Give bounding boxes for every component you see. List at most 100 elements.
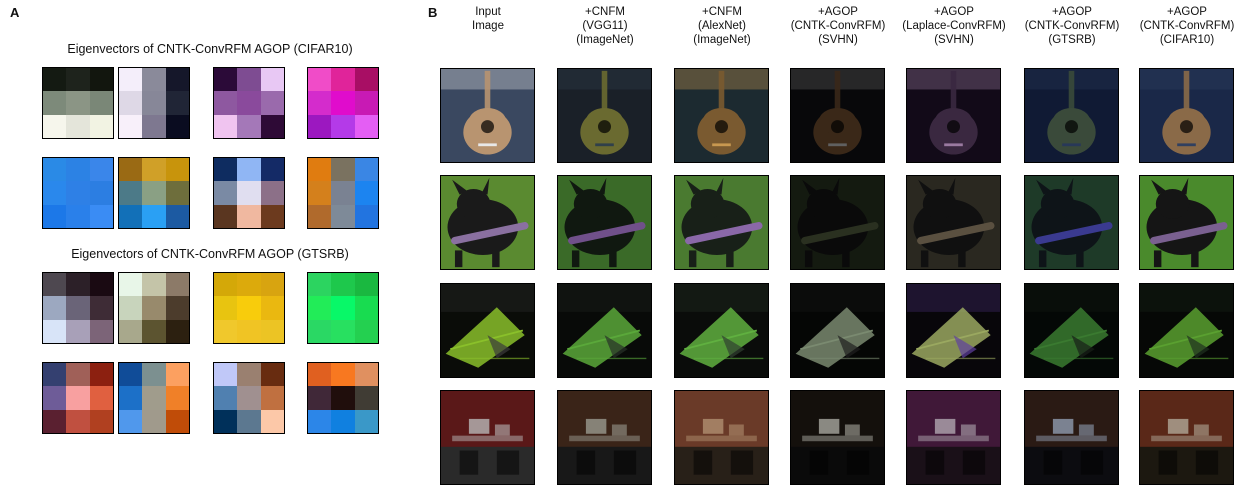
patch-cell <box>237 409 261 433</box>
patch-cell <box>354 273 378 297</box>
patch-cell <box>119 91 143 115</box>
patch-cell <box>260 296 284 320</box>
guitar-image <box>906 68 1001 163</box>
patch-cell <box>237 363 261 387</box>
patch-cell <box>142 91 166 115</box>
patch-cell <box>260 158 284 182</box>
patch-cell <box>214 273 238 297</box>
column-header: +AGOP (Laplace-ConvRFM) (SVHN) <box>895 5 1013 47</box>
patch-cell <box>119 363 143 387</box>
patch-cell <box>331 91 355 115</box>
patch-cell <box>66 158 90 182</box>
patch-cell <box>331 386 355 410</box>
patch-cell <box>142 273 166 297</box>
patch-cell <box>43 204 67 228</box>
patch-cell <box>331 409 355 433</box>
patch-cell <box>66 409 90 433</box>
patch-cell <box>331 204 355 228</box>
patch-cell <box>354 204 378 228</box>
patch-cell <box>142 114 166 138</box>
patch-cell <box>142 68 166 92</box>
patch-cell <box>66 181 90 205</box>
patch-cell <box>119 114 143 138</box>
patch-cell <box>237 319 261 343</box>
patch-cell <box>43 273 67 297</box>
insect-image <box>440 283 535 378</box>
column-header-line: +AGOP <box>1052 6 1092 18</box>
panel-a-label: A <box>10 5 20 20</box>
eigenvector-patch <box>118 157 190 229</box>
patch-cell <box>354 409 378 433</box>
patch-cell <box>308 181 332 205</box>
patch-cell <box>308 114 332 138</box>
column-header-line: (CNTK-ConvRFM) <box>1024 20 1120 32</box>
patch-cell <box>237 114 261 138</box>
office-image <box>440 390 535 485</box>
patch-cell <box>237 273 261 297</box>
guitar-image <box>1024 68 1119 163</box>
insect-image <box>1024 283 1119 378</box>
patch-cell <box>331 363 355 387</box>
patch-cell <box>119 68 143 92</box>
eigenvector-patch <box>118 67 190 139</box>
patch-cell <box>66 273 90 297</box>
patch-cell <box>260 409 284 433</box>
office-image <box>790 390 885 485</box>
patch-cell <box>214 158 238 182</box>
dog-image <box>674 175 769 270</box>
column-header-line: (ImageNet) <box>693 34 751 46</box>
patch-cell <box>354 91 378 115</box>
patch-cell <box>354 114 378 138</box>
insect-image <box>906 283 1001 378</box>
patch-cell <box>260 181 284 205</box>
column-header: +AGOP (CNTK-ConvRFM) (SVHN) <box>779 5 897 47</box>
dog-image <box>557 175 652 270</box>
patch-cell <box>331 158 355 182</box>
patch-cell <box>260 386 284 410</box>
panel-b-label: B <box>428 5 438 20</box>
patch-cell <box>165 181 189 205</box>
eigenvector-patch <box>307 67 379 139</box>
patch-cell <box>43 296 67 320</box>
patch-cell <box>260 204 284 228</box>
patch-cell <box>66 319 90 343</box>
patch-cell <box>214 91 238 115</box>
patch-cell <box>89 296 113 320</box>
patch-cell <box>214 68 238 92</box>
patch-cell <box>165 409 189 433</box>
office-image <box>1024 390 1119 485</box>
column-header-line: (CNTK-ConvRFM) <box>1139 20 1235 32</box>
patch-cell <box>214 181 238 205</box>
eigenvector-patch <box>213 157 285 229</box>
column-header-line: +AGOP <box>818 6 858 18</box>
patch-cell <box>237 204 261 228</box>
patch-cell <box>165 273 189 297</box>
patch-cell <box>354 68 378 92</box>
patch-cell <box>89 68 113 92</box>
patch-cell <box>214 319 238 343</box>
column-header: Input Image <box>429 5 547 33</box>
dog-image <box>440 175 535 270</box>
patch-cell <box>308 363 332 387</box>
patch-cell <box>89 319 113 343</box>
patch-cell <box>119 319 143 343</box>
patch-cell <box>142 181 166 205</box>
patch-cell <box>214 386 238 410</box>
patch-cell <box>308 409 332 433</box>
patch-cell <box>237 181 261 205</box>
eigenvector-patch <box>42 157 114 229</box>
cifar10-eigenvectors-title: Eigenvectors of CNTK-ConvRFM AGOP (CIFAR… <box>67 42 353 56</box>
patch-cell <box>214 204 238 228</box>
patch-cell <box>89 273 113 297</box>
patch-cell <box>89 409 113 433</box>
patch-cell <box>66 363 90 387</box>
column-header-line: Input <box>475 6 501 18</box>
patch-cell <box>43 409 67 433</box>
patch-cell <box>214 114 238 138</box>
eigenvector-patch <box>42 67 114 139</box>
patch-cell <box>89 204 113 228</box>
patch-cell <box>308 158 332 182</box>
patch-cell <box>260 273 284 297</box>
patch-cell <box>43 91 67 115</box>
patch-cell <box>142 204 166 228</box>
